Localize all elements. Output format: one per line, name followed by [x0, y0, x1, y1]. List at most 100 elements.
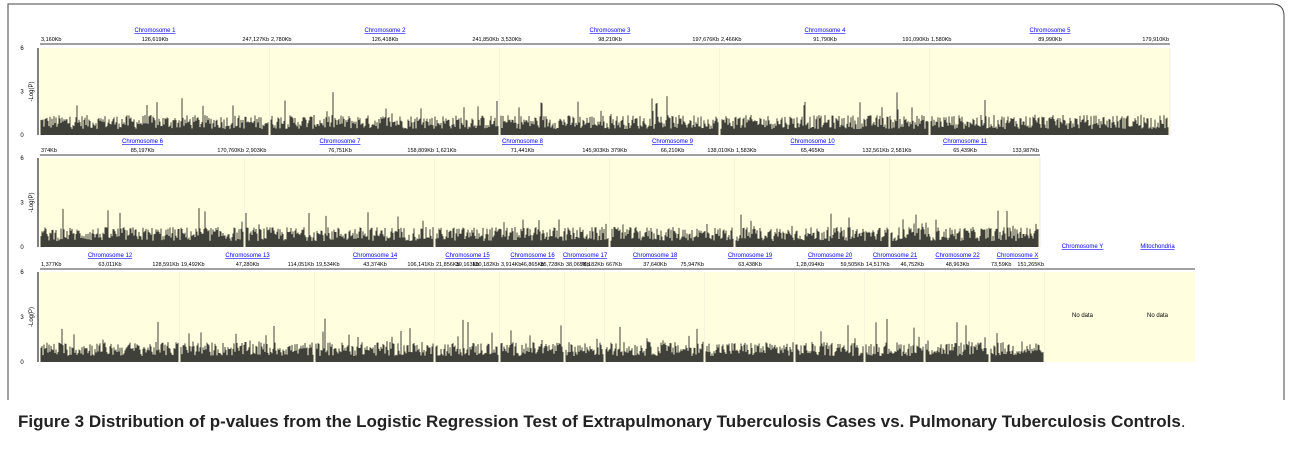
association-bars — [40, 208, 244, 247]
position-label: 38,065Kb — [566, 262, 590, 268]
position-label: 106,141Kb — [407, 262, 434, 268]
position-label: 37,640Kb — [643, 262, 667, 268]
caption: Figure 3 Distribution of p-values from t… — [18, 410, 1273, 434]
position-label: 3,530Kb — [501, 37, 522, 43]
association-bars — [40, 98, 269, 135]
position-label: 667Kb — [606, 262, 622, 268]
y-tick-label: 0 — [20, 360, 24, 366]
association-bars — [565, 338, 604, 362]
position-label: 1,28,094Kb — [796, 262, 824, 268]
y-tick-label: 6 — [20, 156, 24, 162]
y-tick-label: 6 — [20, 270, 24, 276]
association-bars — [610, 224, 734, 247]
position-label: 66,210Kb — [661, 148, 685, 154]
position-label: 2,903Kb — [246, 148, 267, 154]
association-bars — [40, 321, 179, 362]
chromosome-name: Chromosome 10 — [790, 139, 835, 145]
association-bars — [500, 325, 564, 362]
y-tick-label: 0 — [20, 245, 24, 251]
association-bars — [925, 322, 989, 362]
position-label: 132,561Kb — [862, 148, 889, 154]
chromosome-name: Chromosome 2 — [364, 28, 406, 34]
position-label: 2,780Kb — [271, 37, 292, 43]
position-label: 1,377Kb — [41, 262, 62, 268]
position-label: 19,534Kb — [316, 262, 340, 268]
chromosome-name: Chromosome 12 — [88, 253, 133, 259]
chromosome-name: Chromosome 22 — [935, 253, 980, 259]
chromosome-name: Chromosome 15 — [445, 253, 490, 259]
position-label: 1,621Kb — [436, 148, 457, 154]
position-label: 374Kb — [41, 148, 57, 154]
position-label: 3,914Kb — [501, 262, 522, 268]
position-label: 126,619Kb — [142, 37, 169, 43]
chromosome-name: Chromosome 1 — [134, 28, 176, 34]
chromosome-name: Chromosome 19 — [728, 253, 773, 259]
position-label: 126,418Kb — [372, 37, 399, 43]
position-label: 63,438Kb — [738, 262, 762, 268]
chromosome-name: Chromosome X — [997, 253, 1039, 259]
position-label: 2,466Kb — [721, 37, 742, 43]
association-bars — [930, 99, 1169, 135]
position-label: 39,163Kb — [456, 262, 480, 268]
association-bars — [270, 92, 499, 135]
position-label: 71,441Kb — [511, 148, 535, 154]
plot-area — [1045, 272, 1120, 362]
chromosome-name: Mitochondria — [1140, 244, 1175, 250]
position-label: 2,581Kb — [891, 148, 912, 154]
position-label: 114,051Kb — [288, 262, 314, 268]
position-label: 179,910Kb — [1142, 37, 1169, 43]
position-label: 73,59Kb — [991, 262, 1012, 268]
chromosome-name: Chromosome 16 — [510, 253, 555, 259]
association-bars — [245, 212, 434, 247]
chromosome-name: Chromosome 21 — [873, 253, 918, 259]
position-label: 158,809Kb — [407, 148, 434, 154]
position-label: 170,760Kb — [217, 148, 244, 154]
plot-area — [1120, 272, 1195, 362]
position-label: 85,728Kb — [540, 262, 564, 268]
association-bars — [795, 325, 864, 362]
no-data: No data — [1072, 313, 1094, 319]
y-axis-label: -Log(P) — [29, 192, 35, 212]
position-label: 191,090Kb — [902, 37, 929, 43]
association-bars — [435, 219, 609, 247]
chromosome-name: Chromosome 13 — [225, 253, 270, 259]
chromosome-name: Chromosome Y — [1062, 244, 1104, 250]
chromosome-name: Chromosome 9 — [652, 139, 694, 145]
chromosome-name: Chromosome 6 — [122, 139, 164, 145]
chromosome-name: Chromosome 8 — [502, 139, 544, 145]
position-label: 128,591Kb — [152, 262, 179, 268]
position-label: 85,197Kb — [131, 148, 155, 154]
chromosome-name: Chromosome 17 — [563, 253, 608, 259]
position-label: 21,856Kb — [436, 262, 460, 268]
position-label: 48,963Kb — [946, 262, 970, 268]
position-label: 379Kb — [611, 148, 627, 154]
chromosome-name: Chromosome 18 — [633, 253, 678, 259]
association-bars — [735, 213, 889, 247]
position-label: 247,127Kb — [242, 37, 269, 43]
caption-end: . — [1180, 412, 1186, 431]
position-label: 138,010Kb — [707, 148, 734, 154]
chromosome-name: Chromosome 7 — [319, 139, 361, 145]
y-tick-label: 0 — [20, 133, 24, 139]
association-bars — [315, 318, 434, 362]
position-label: 47,280Kb — [236, 262, 260, 268]
plot-area — [705, 272, 795, 362]
position-label: 197,676Kb — [692, 37, 719, 43]
position-label: 46,752Kb — [900, 262, 924, 268]
association-bars — [705, 342, 794, 362]
figure-border — [7, 3, 1285, 400]
chromosome-name: Chromosome 20 — [808, 253, 853, 259]
plot-area — [245, 158, 435, 247]
position-label: 133,987Kb — [1012, 148, 1039, 154]
association-bars — [500, 96, 719, 135]
position-label: 241,850Kb — [472, 37, 499, 43]
chromosome-name: Chromosome 11 — [943, 139, 988, 145]
plot-area — [795, 272, 865, 362]
caption-text: Distribution of p-values from the Logist… — [88, 412, 1181, 431]
y-axis-label: -Log(P) — [29, 307, 35, 327]
position-label: 98,210Kb — [598, 37, 622, 43]
plot-area — [605, 272, 705, 362]
position-label: 100,182Kb — [472, 262, 499, 268]
position-label: 145,903Kb — [582, 148, 609, 154]
